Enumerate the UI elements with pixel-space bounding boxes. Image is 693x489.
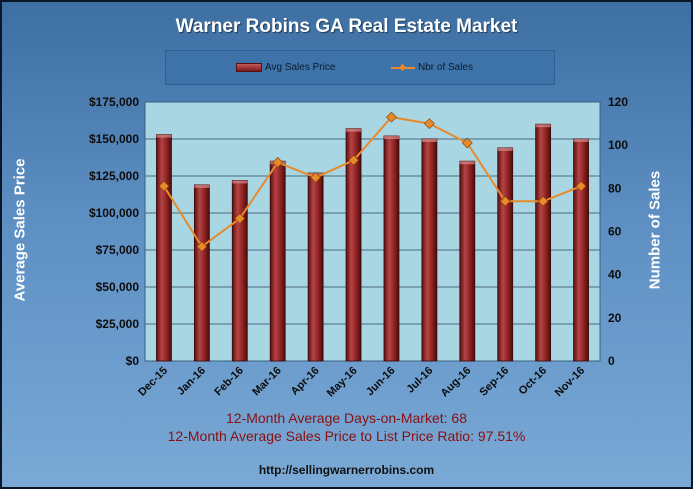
sales-to-list-ratio: 12-Month Average Sales Price to List Pri… xyxy=(167,428,526,444)
bar xyxy=(383,135,400,362)
sales-point xyxy=(386,111,397,123)
avg-days-on-market: 12-Month Average Days-on-Market: 68 xyxy=(226,410,467,426)
y2-tick-label: 60 xyxy=(608,225,622,239)
x-tick-label: Jun-16 xyxy=(364,365,398,399)
y-tick-label: $25,000 xyxy=(96,317,140,331)
x-tick-label: Sep-16 xyxy=(477,365,511,399)
legend-item-price: Avg Sales Price xyxy=(236,62,335,73)
bar-cap xyxy=(156,134,172,138)
x-tick-label: Aug-16 xyxy=(439,365,474,400)
website-url: http://sellingwarnerrobins.com xyxy=(258,463,435,477)
sales-point xyxy=(461,137,473,149)
bar xyxy=(193,184,210,362)
x-tick-label: Oct-16 xyxy=(517,365,550,398)
legend-item-sales: Nbr of Sales xyxy=(391,62,473,73)
y-tick-label: $0 xyxy=(126,354,140,368)
y2-tick-label: 0 xyxy=(608,354,615,368)
y2-tick-label: 20 xyxy=(608,311,622,325)
plot-area xyxy=(144,101,601,362)
y2-tick-label: 100 xyxy=(608,138,628,152)
y2-tick-label: 120 xyxy=(608,95,628,109)
x-tick-label: Jul-16 xyxy=(405,365,436,396)
bar-cap xyxy=(383,136,399,140)
y-tick-label: $75,000 xyxy=(96,243,140,257)
sales-point xyxy=(234,213,246,224)
x-tick-label: Nov-16 xyxy=(553,365,587,399)
sales-point xyxy=(310,172,321,183)
y2-tick-label: 80 xyxy=(608,181,622,195)
legend-swatch-bar xyxy=(236,63,262,72)
y-tick-label: $150,000 xyxy=(89,132,139,146)
bar xyxy=(497,147,514,362)
sales-point xyxy=(424,118,435,129)
sales-point xyxy=(499,195,511,207)
sales-line xyxy=(163,116,582,249)
y-tick-label: $125,000 xyxy=(89,169,139,183)
bar-cap xyxy=(459,161,475,165)
y-tick-label: $50,000 xyxy=(96,280,140,294)
bar xyxy=(573,138,589,362)
x-tick-label: Jan-16 xyxy=(175,365,208,398)
bar-cap xyxy=(421,139,437,142)
bar-cap xyxy=(232,180,248,184)
bar xyxy=(269,160,286,362)
bar xyxy=(421,138,438,362)
sales-point xyxy=(348,154,359,166)
bar xyxy=(535,123,552,362)
sales-point xyxy=(196,241,208,252)
x-tick-label: Apr-16 xyxy=(289,365,322,398)
chart-title: Warner Robins GA Real Estate Market xyxy=(175,16,518,37)
x-tick-label: Mar-16 xyxy=(250,365,284,399)
sales-point xyxy=(158,180,170,192)
bar-cap xyxy=(346,128,362,132)
legend-label-sales: Nbr of Sales xyxy=(418,62,474,73)
legend: Avg Sales Price Nbr of Sales xyxy=(165,50,555,85)
bar xyxy=(231,180,248,362)
x-tick-label: Dec-15 xyxy=(136,365,170,399)
bar xyxy=(156,134,172,362)
sales-point xyxy=(575,180,587,192)
bar-cap xyxy=(535,124,551,128)
legend-label-price: Avg Sales Price xyxy=(265,62,336,73)
bar-cap xyxy=(497,147,513,151)
y-tick-label: $175,000 xyxy=(89,95,139,109)
bar-cap xyxy=(194,184,210,188)
sales-point xyxy=(537,195,549,207)
y2-tick-label: 40 xyxy=(608,268,622,282)
bar xyxy=(307,172,324,362)
sales-point xyxy=(272,157,284,168)
y-tick-label: $100,000 xyxy=(89,206,139,220)
legend-swatch-line xyxy=(391,63,415,73)
x-tick-label: May-16 xyxy=(325,365,360,400)
bar xyxy=(459,160,476,362)
x-tick-label: Feb-16 xyxy=(212,365,246,399)
bar-cap xyxy=(573,139,589,142)
